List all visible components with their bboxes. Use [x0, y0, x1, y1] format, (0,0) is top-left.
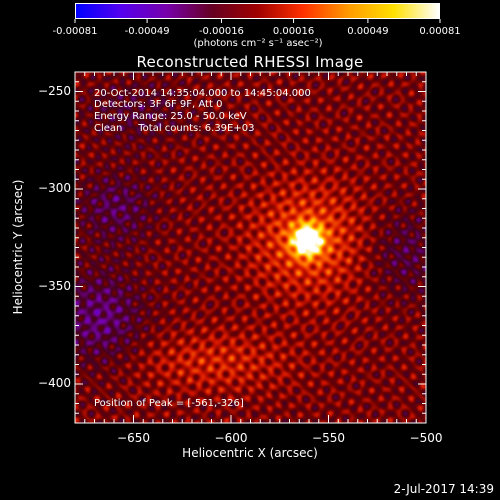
- colorbar-tick-label: 0.00081: [419, 26, 461, 37]
- x-axis-label: Heliocentric X (arcsec): [182, 446, 318, 460]
- colorbar-tick-label: -0.00081: [52, 26, 98, 37]
- x-tick-label: −550: [312, 431, 345, 445]
- y-axis-label: Heliocentric Y (arcsec): [11, 179, 25, 315]
- colorbar-tick-label: 0.00016: [272, 26, 315, 37]
- colorbar-unit-label: (photons cm⁻² s⁻¹ asec⁻²): [193, 38, 323, 49]
- time-range-annotation: 20-Oct-2014 14:35:04.000 to 14:45:04.000: [94, 88, 311, 99]
- render-timestamp: 2-Jul-2017 14:39: [393, 482, 494, 496]
- y-tick-label: −350: [38, 278, 71, 293]
- chart-title: Reconstructed RHESSI Image: [136, 53, 364, 71]
- colorbar-tick-label: -0.00016: [198, 26, 244, 37]
- x-tick-label: −600: [214, 431, 248, 445]
- detectors-annotation: Detectors: 3F 6F 9F, Att 0: [94, 99, 223, 110]
- x-tick-label: −500: [409, 431, 443, 445]
- colorbar-ticks: -0.00081 -0.00049 -0.00016 0.00016 0.000…: [0, 0, 500, 60]
- peak-position-annotation: Position of Peak = [-561,-326]: [94, 398, 244, 409]
- y-tick-label: −400: [38, 376, 71, 390]
- x-tick-label: −650: [117, 431, 150, 445]
- method-counts-annotation: Clean Total counts: 6.39E+03: [94, 123, 255, 134]
- energy-range-annotation: Energy Range: 25.0 - 50.0 keV: [94, 111, 247, 122]
- y-tick-label: −300: [38, 181, 71, 195]
- colorbar: [75, 3, 440, 19]
- y-tick-label: −250: [38, 83, 71, 98]
- colorbar-tick-label: -0.00049: [124, 26, 170, 37]
- colorbar-tick-label: 0.00049: [347, 26, 389, 37]
